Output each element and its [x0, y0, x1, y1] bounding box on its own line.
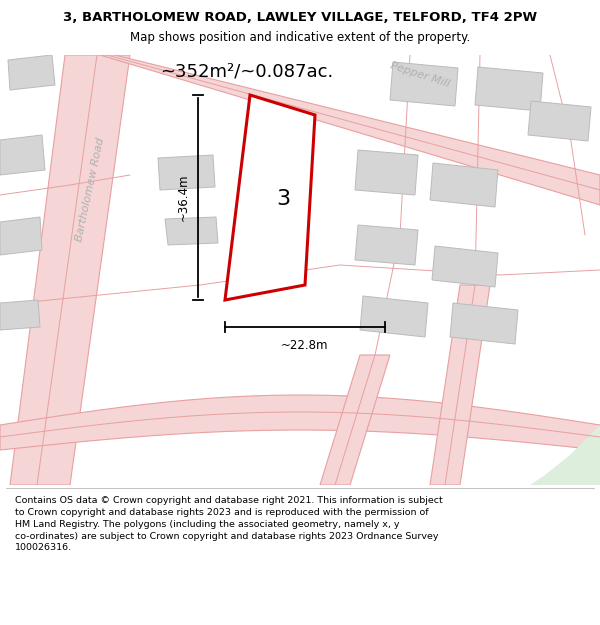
Text: 3, BARTHOLOMEW ROAD, LAWLEY VILLAGE, TELFORD, TF4 2PW: 3, BARTHOLOMEW ROAD, LAWLEY VILLAGE, TEL…	[63, 11, 537, 24]
Polygon shape	[528, 101, 591, 141]
Polygon shape	[225, 95, 315, 300]
Polygon shape	[530, 425, 600, 485]
Polygon shape	[355, 150, 418, 195]
Text: ~22.8m: ~22.8m	[281, 339, 329, 352]
Text: ~352m²/~0.087ac.: ~352m²/~0.087ac.	[160, 62, 333, 80]
Polygon shape	[320, 355, 390, 485]
Polygon shape	[432, 246, 498, 287]
Text: Bartholomew Road: Bartholomew Road	[74, 137, 106, 243]
Polygon shape	[0, 395, 600, 450]
Polygon shape	[430, 285, 490, 485]
Text: Contains OS data © Crown copyright and database right 2021. This information is : Contains OS data © Crown copyright and d…	[15, 496, 443, 552]
Polygon shape	[165, 217, 218, 245]
Polygon shape	[355, 225, 418, 265]
Polygon shape	[0, 135, 45, 175]
Text: ~36.4m: ~36.4m	[177, 174, 190, 221]
Polygon shape	[360, 296, 428, 337]
Polygon shape	[0, 217, 42, 255]
Text: Pepper Mill: Pepper Mill	[389, 61, 451, 89]
Polygon shape	[0, 300, 40, 330]
Polygon shape	[430, 163, 498, 207]
Polygon shape	[100, 55, 600, 205]
Polygon shape	[390, 62, 458, 106]
Polygon shape	[450, 303, 518, 344]
Polygon shape	[158, 155, 215, 190]
Polygon shape	[10, 55, 130, 485]
Text: 3: 3	[277, 189, 291, 209]
Text: Map shows position and indicative extent of the property.: Map shows position and indicative extent…	[130, 31, 470, 44]
Polygon shape	[8, 55, 55, 90]
Polygon shape	[475, 67, 543, 111]
